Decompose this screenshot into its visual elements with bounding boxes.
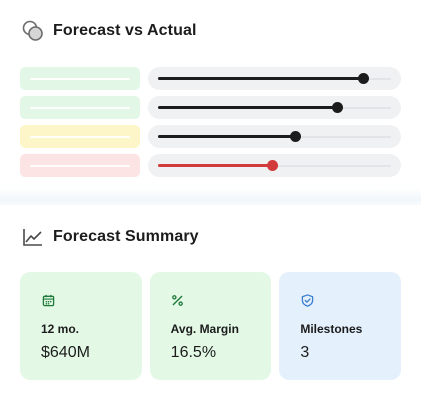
shield-check-icon — [300, 293, 314, 307]
row-label-chip — [20, 154, 140, 177]
slider-knob[interactable] — [290, 131, 301, 142]
percent-icon — [171, 293, 185, 307]
progress-slider[interactable] — [148, 125, 401, 148]
summary-card-milestones[interactable]: Milestones 3 — [279, 272, 402, 380]
chip-placeholder-line — [30, 136, 130, 138]
progress-slider[interactable] — [148, 67, 401, 90]
section-title: Forecast vs Actual — [53, 22, 197, 39]
overlapping-circles-icon — [22, 20, 44, 42]
row-label-chip — [20, 67, 140, 90]
row-label-chip — [20, 96, 140, 119]
summary-card-12-mo[interactable]: 12 mo. $640M — [20, 272, 142, 380]
slider-knob[interactable] — [332, 102, 343, 113]
section-title: Forecast Summary — [53, 228, 199, 245]
forecast-rows — [20, 67, 401, 183]
summary-cards: 12 mo. $640M Avg. Margin 16.5% Milestones 3 — [20, 272, 402, 380]
slider-knob[interactable] — [267, 160, 278, 171]
progress-slider[interactable] — [148, 154, 401, 177]
slider-fill — [158, 164, 272, 167]
card-value: $640M — [41, 344, 90, 361]
forecast-vs-actual-header: Forecast vs Actual — [22, 20, 197, 42]
slider-fill — [158, 106, 337, 109]
forecast-row — [20, 125, 401, 149]
summary-card-avg-margin[interactable]: Avg. Margin 16.5% — [149, 272, 272, 380]
card-label: Avg. Margin — [170, 322, 239, 336]
slider-fill — [158, 135, 295, 138]
card-label: 12 mo. — [41, 322, 80, 336]
forecast-summary-header: Forecast Summary — [22, 226, 199, 248]
calendar-icon — [41, 293, 55, 307]
progress-slider[interactable] — [148, 96, 401, 119]
chip-placeholder-line — [30, 107, 130, 109]
forecast-row — [20, 67, 401, 91]
slider-fill — [158, 77, 363, 80]
card-value: 16.5% — [170, 344, 217, 361]
line-chart-icon — [22, 226, 44, 248]
row-label-chip — [20, 125, 140, 148]
slider-knob[interactable] — [358, 73, 369, 84]
forecast-row — [20, 96, 401, 120]
card-label: Milestones — [300, 322, 363, 336]
chip-placeholder-line — [30, 165, 130, 167]
forecast-row — [20, 154, 401, 178]
card-value: 3 — [300, 344, 310, 361]
chip-placeholder-line — [30, 78, 130, 80]
